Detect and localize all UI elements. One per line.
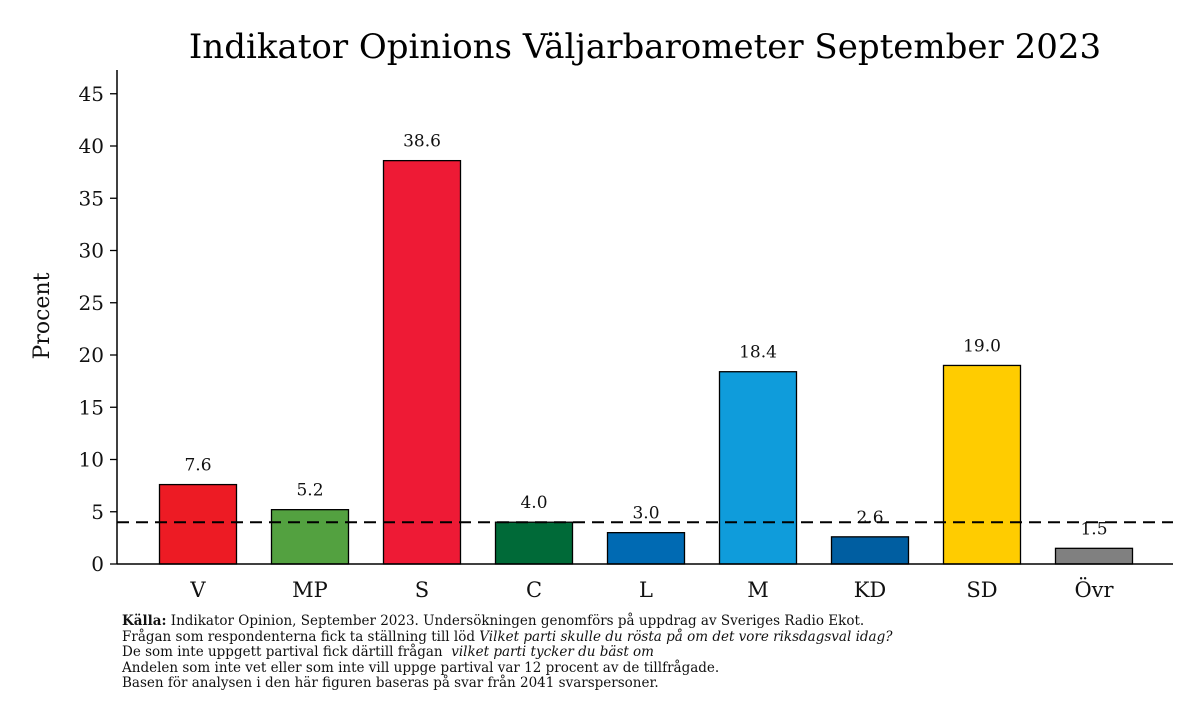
footnote-followup-question: vilket parti tycker du bäst om (451, 644, 654, 660)
y-tick-label: 10 (79, 448, 104, 472)
y-tick-label: 15 (79, 395, 104, 419)
data-label: 1.5 (1080, 519, 1107, 539)
y-tick-label: 25 (79, 291, 104, 315)
data-label: 19.0 (963, 336, 1001, 356)
data-label: 4.0 (520, 493, 547, 513)
category-label: L (639, 578, 653, 602)
bars: 7.6 V 5.2 MP 38.6 S 4.0 C 3.0 L 18.4 M 2.6 KD 19.0 SD 1.… (158, 132, 1134, 602)
y-tick-label: 45 (79, 82, 104, 106)
data-label: 7.6 (184, 456, 211, 476)
footnote-base-line: Basen för analysen i den här figuren bas… (122, 675, 659, 691)
footnote-source-label: Källa: (122, 613, 167, 629)
chart-title: Indikator Opinions Väljarbarometer Septe… (189, 27, 1101, 67)
category-label: Övr (1074, 577, 1114, 602)
footnote-followup-prefix: De som inte uppgett partival fick därtil… (122, 644, 443, 660)
category-label: C (526, 578, 542, 602)
data-label: 38.6 (403, 132, 441, 152)
data-label: 2.6 (856, 508, 883, 528)
y-tick-label: 30 (79, 239, 104, 263)
footnote-source-text: Indikator Opinion, September 2023. Under… (170, 613, 865, 629)
data-label: 18.4 (739, 343, 777, 363)
bar-l (606, 532, 686, 565)
category-label: MP (292, 578, 328, 602)
footnote-question: Vilket parti skulle du rösta på om det v… (479, 628, 893, 645)
category-label: S (415, 578, 429, 602)
footnote-question-prefix: Frågan som respondenterna fick ta ställn… (122, 628, 475, 645)
bar-sd (942, 364, 1022, 565)
data-label: 5.2 (296, 481, 323, 501)
y-tick-label: 35 (79, 186, 104, 210)
y-tick-label: 20 (79, 343, 104, 367)
footnote-followup-line: De som inte uppgett partival fick därtil… (122, 644, 892, 661)
data-label: 3.0 (632, 504, 659, 524)
bar-övr (1054, 547, 1134, 565)
footnote-question-line: Frågan som respondenterna fick ta ställn… (122, 628, 893, 646)
bar-m (718, 371, 798, 565)
y-tick-label: 40 (79, 134, 104, 158)
bar-kd (830, 536, 910, 565)
category-label: KD (854, 578, 887, 602)
category-label: M (747, 578, 769, 602)
footnote-source-line: Källa: Indikator Opinion, September 2023… (122, 613, 892, 630)
bar-mp (270, 509, 350, 565)
bar-c (494, 521, 574, 565)
category-label: V (189, 578, 206, 602)
y-tick-label: 5 (91, 500, 104, 524)
category-label: SD (966, 578, 997, 602)
footnote: Källa: Indikator Opinion, September 2023… (122, 613, 893, 692)
y-tick-label: 0 (91, 552, 104, 576)
y-axis-ticks: 0 5 10 15 20 25 30 35 40 45 (79, 82, 117, 576)
bar-v (158, 483, 238, 565)
footnote-undecided-line: Andelen som inte vet eller som inte vill… (122, 659, 720, 676)
bar-s (382, 159, 462, 565)
y-axis-label: Procent (30, 272, 55, 359)
